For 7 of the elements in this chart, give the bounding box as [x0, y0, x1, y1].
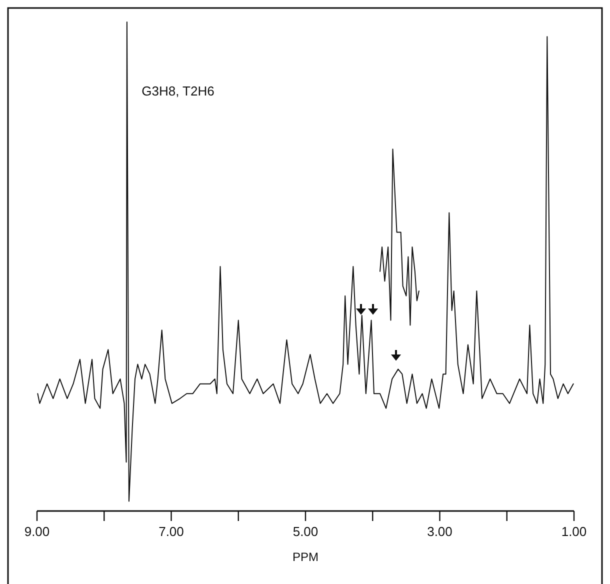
annotation: G3H8, T2H6 [142, 83, 214, 98]
x-axis-title: PPM [292, 550, 319, 564]
x-tick-label: 5.00 [292, 524, 318, 540]
x-tick-label: 9.00 [24, 524, 50, 540]
x-tick-label: 3.00 [427, 524, 452, 540]
x-tick-label: 1.00 [561, 524, 587, 540]
x-tick-label: 7.00 [158, 524, 184, 540]
